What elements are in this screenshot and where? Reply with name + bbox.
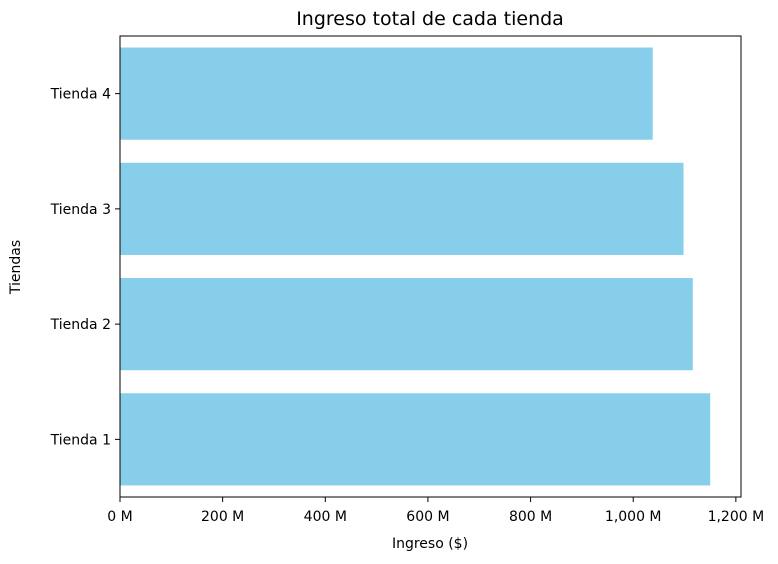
x-tick-label: 800 M: [509, 509, 552, 525]
x-axis-label: Ingreso ($): [392, 536, 468, 552]
axes-layer: Tienda 1 Tienda 2 Tienda 3 Tienda 4 0 M 200 M…: [50, 35, 765, 525]
y-axis-label: Tiendas: [8, 240, 24, 295]
x-tick-label: 200 M: [201, 509, 244, 525]
x-tick-label: 1,200 M: [708, 509, 765, 525]
bars-layer: [120, 47, 711, 486]
x-tick-label: 400 M: [304, 509, 347, 525]
bar-tienda-1: [120, 393, 711, 486]
x-tick-label: 1,000 M: [605, 509, 662, 525]
x-tick-label: 600 M: [406, 509, 449, 525]
chart-title: Ingreso total de cada tienda: [296, 8, 564, 30]
bar-tienda-3: [120, 162, 684, 255]
bar-tienda-4: [120, 47, 653, 140]
y-tick-label: Tienda 4: [50, 87, 111, 103]
x-tick-label: 0 M: [107, 509, 132, 525]
y-tick-label: Tienda 2: [50, 317, 111, 333]
y-tick-label: Tienda 3: [50, 202, 111, 218]
y-tick-label: Tienda 1: [50, 432, 111, 448]
plot-frame: [119, 35, 742, 498]
bar-tienda-2: [120, 278, 693, 371]
